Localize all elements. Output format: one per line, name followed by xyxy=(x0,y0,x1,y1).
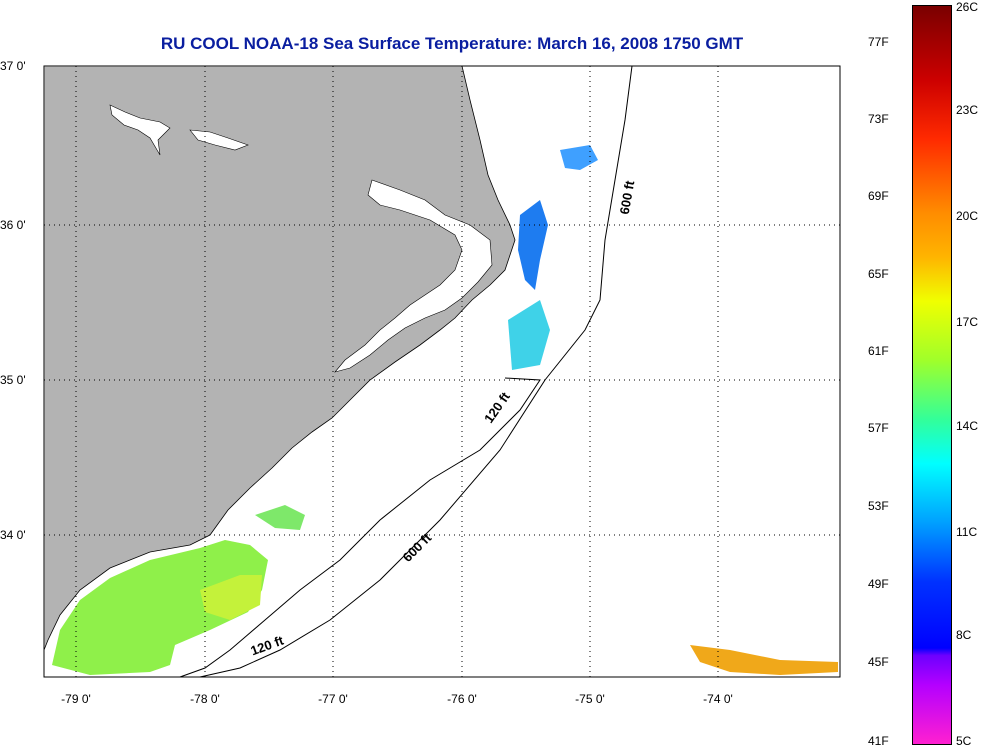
sst-patch-green xyxy=(52,540,268,675)
isobath-600ft xyxy=(199,65,633,678)
lon-label: -75 0' xyxy=(575,692,605,706)
colorbar-c-label: 17C xyxy=(956,315,979,329)
lon-label: -78 0' xyxy=(190,692,220,706)
isobath-120ft xyxy=(179,377,541,678)
sst-patch-green-2 xyxy=(255,505,305,530)
river-water xyxy=(109,104,171,156)
colorbar-f-label: 69F xyxy=(868,189,889,203)
grid xyxy=(44,66,840,677)
colorbar-f-label: 77F xyxy=(868,35,889,49)
sst-patch-yellowgreen xyxy=(200,575,262,620)
sound-water xyxy=(334,179,493,373)
colorbar-c-label: 11C xyxy=(956,525,978,539)
colorbar-f-label: 73F xyxy=(868,112,889,126)
lat-label: 36 0' xyxy=(0,218,26,232)
colorbar-c-label: 23C xyxy=(956,103,979,117)
sst-patch-blue xyxy=(518,200,548,290)
colorbar-c-label: 8C xyxy=(956,628,972,642)
colorbar-f-label: 49F xyxy=(868,577,889,591)
lon-label: -74 0' xyxy=(703,692,733,706)
colorbar-f-label: 45F xyxy=(868,655,889,669)
colorbar-f-label: 65F xyxy=(868,267,889,281)
colorbar-c-label: 14C xyxy=(956,419,979,433)
sst-patch-cyan xyxy=(508,300,550,370)
colorbar-c-label: 5C xyxy=(956,734,972,748)
lat-label: 34 0' xyxy=(0,528,26,542)
lat-label: 37 0' xyxy=(0,59,26,73)
colorbar-c-label: 26C xyxy=(956,0,979,14)
colorbar-c-label: 20C xyxy=(956,209,979,223)
river-water-2 xyxy=(189,129,249,151)
map-title: RU COOL NOAA-18 Sea Surface Temperature:… xyxy=(160,34,744,53)
land-mass xyxy=(43,65,516,651)
temperature-colorbar xyxy=(912,5,952,745)
colorbar-f-label: 41F xyxy=(868,734,889,748)
sst-patch-orange xyxy=(690,645,838,675)
lat-label: 35 0' xyxy=(0,373,26,387)
lon-label: -79 0' xyxy=(61,692,91,706)
colorbar-f-label: 61F xyxy=(868,344,889,358)
colorbar-f-label: 53F xyxy=(868,499,889,513)
sst-patch-blue-2 xyxy=(560,145,598,170)
lon-label: -76 0' xyxy=(447,692,477,706)
colorbar-f-label: 57F xyxy=(868,421,889,435)
lon-label: -77 0' xyxy=(318,692,348,706)
